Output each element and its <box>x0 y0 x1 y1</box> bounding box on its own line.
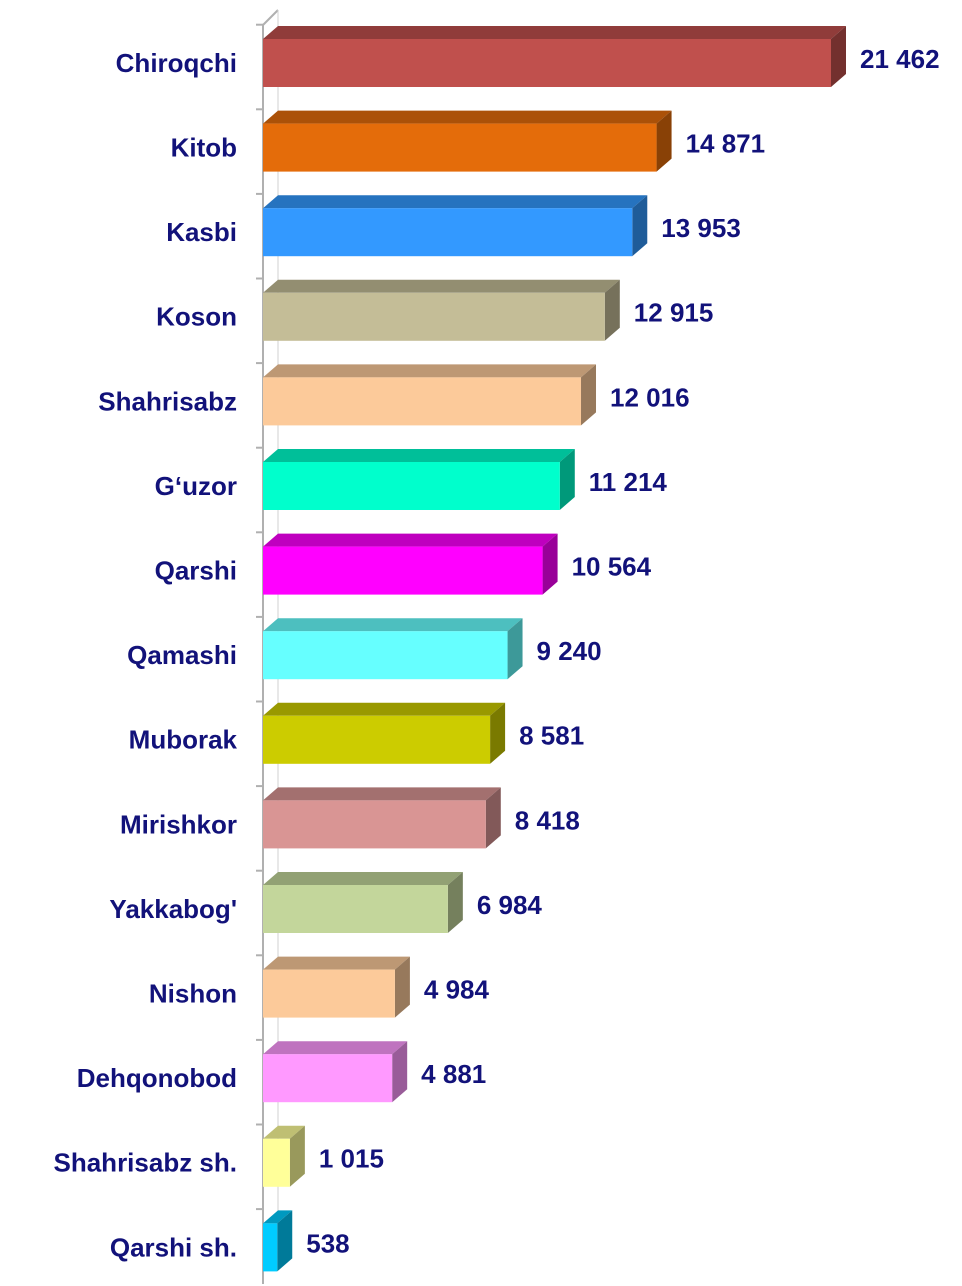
bar-3d <box>263 1041 408 1103</box>
bar-top <box>263 1041 408 1055</box>
bar-top <box>263 110 672 124</box>
bar-top <box>263 872 463 885</box>
category-label: Nishon <box>149 978 237 1008</box>
bar-top <box>263 364 597 378</box>
bar-side <box>656 110 672 172</box>
bar <box>263 123 657 172</box>
value-label: 12 016 <box>610 382 690 412</box>
bar-side <box>581 364 597 426</box>
bar-3d <box>263 1210 293 1272</box>
bar-3d <box>263 110 672 172</box>
bar-top <box>263 195 648 209</box>
bar-3d <box>263 787 501 849</box>
value-label: 12 915 <box>634 298 714 328</box>
bar-side <box>542 533 558 595</box>
bar-3d <box>263 618 523 680</box>
bar-top <box>263 956 410 970</box>
category-label: Yakkabog' <box>109 894 237 924</box>
category-label: G‘uzor <box>155 471 237 501</box>
category-label: Muborak <box>129 725 238 755</box>
bar-side <box>277 1210 293 1272</box>
bar-side <box>394 956 410 1018</box>
value-label: 9 240 <box>537 636 602 666</box>
bar-3d <box>263 195 648 257</box>
bar-top <box>263 618 523 632</box>
value-label: 4 881 <box>421 1059 486 1089</box>
bar-top <box>263 1210 293 1224</box>
bar-side <box>289 1125 305 1187</box>
bar-top <box>263 1125 305 1139</box>
value-label: 13 953 <box>661 213 741 243</box>
value-label: 538 <box>306 1228 349 1258</box>
category-label: Qarshi sh. <box>110 1232 237 1262</box>
value-label: 8 418 <box>515 805 580 835</box>
bar-3d <box>263 279 620 341</box>
bar <box>263 1223 278 1272</box>
bar <box>263 969 395 1018</box>
bar <box>263 800 486 849</box>
bar-side <box>632 195 648 257</box>
category-label: Kitob <box>171 132 237 162</box>
bar <box>263 208 633 257</box>
value-label: 10 564 <box>572 551 652 581</box>
bar-top <box>263 449 575 462</box>
bar-side <box>507 618 523 680</box>
bar <box>263 377 582 426</box>
bar <box>263 1138 290 1187</box>
bar-3d <box>263 26 846 87</box>
category-label: Qamashi <box>127 640 237 670</box>
bar-3d <box>263 533 558 595</box>
bar-3d <box>263 1125 305 1187</box>
category-label: Qarshi <box>155 555 237 585</box>
bar <box>263 631 508 680</box>
value-label: 14 871 <box>686 128 766 158</box>
category-label: Dehqonobod <box>77 1063 237 1093</box>
bar <box>263 1054 393 1103</box>
bar-side <box>485 787 501 849</box>
bar-3d <box>263 364 597 426</box>
bar-top <box>263 26 846 39</box>
category-label: Mirishkor <box>120 809 237 839</box>
bar-side <box>490 702 506 764</box>
bar-3d <box>263 702 506 764</box>
bar-top <box>263 279 620 293</box>
value-label: 11 214 <box>589 467 668 497</box>
bar-side <box>392 1041 408 1103</box>
axis-wall <box>262 9 279 26</box>
bar-3d <box>263 956 410 1018</box>
category-label: Chiroqchi <box>116 48 237 78</box>
category-label: Shahrisabz sh. <box>54 1148 238 1178</box>
category-label: Shahrisabz <box>98 386 237 416</box>
value-label: 21 462 <box>860 44 940 74</box>
value-label: 4 984 <box>424 974 490 1004</box>
bar-side <box>559 449 575 510</box>
category-label: Koson <box>156 302 237 332</box>
bar-side <box>604 279 620 341</box>
bar-3d <box>263 872 463 933</box>
value-label: 8 581 <box>519 721 584 751</box>
bar-top <box>263 533 558 547</box>
bar-3d <box>263 449 575 510</box>
bar-top <box>263 787 501 801</box>
bar <box>263 546 543 595</box>
bar <box>263 885 448 933</box>
bar <box>263 292 605 341</box>
bar-side <box>831 26 846 87</box>
bar <box>263 462 560 510</box>
value-label: 1 015 <box>319 1144 384 1174</box>
bar <box>263 715 491 764</box>
value-label: 6 984 <box>477 890 543 920</box>
bar-top <box>263 702 506 716</box>
bar-side <box>447 872 463 933</box>
bar <box>263 39 831 87</box>
category-label: Kasbi <box>166 217 237 247</box>
